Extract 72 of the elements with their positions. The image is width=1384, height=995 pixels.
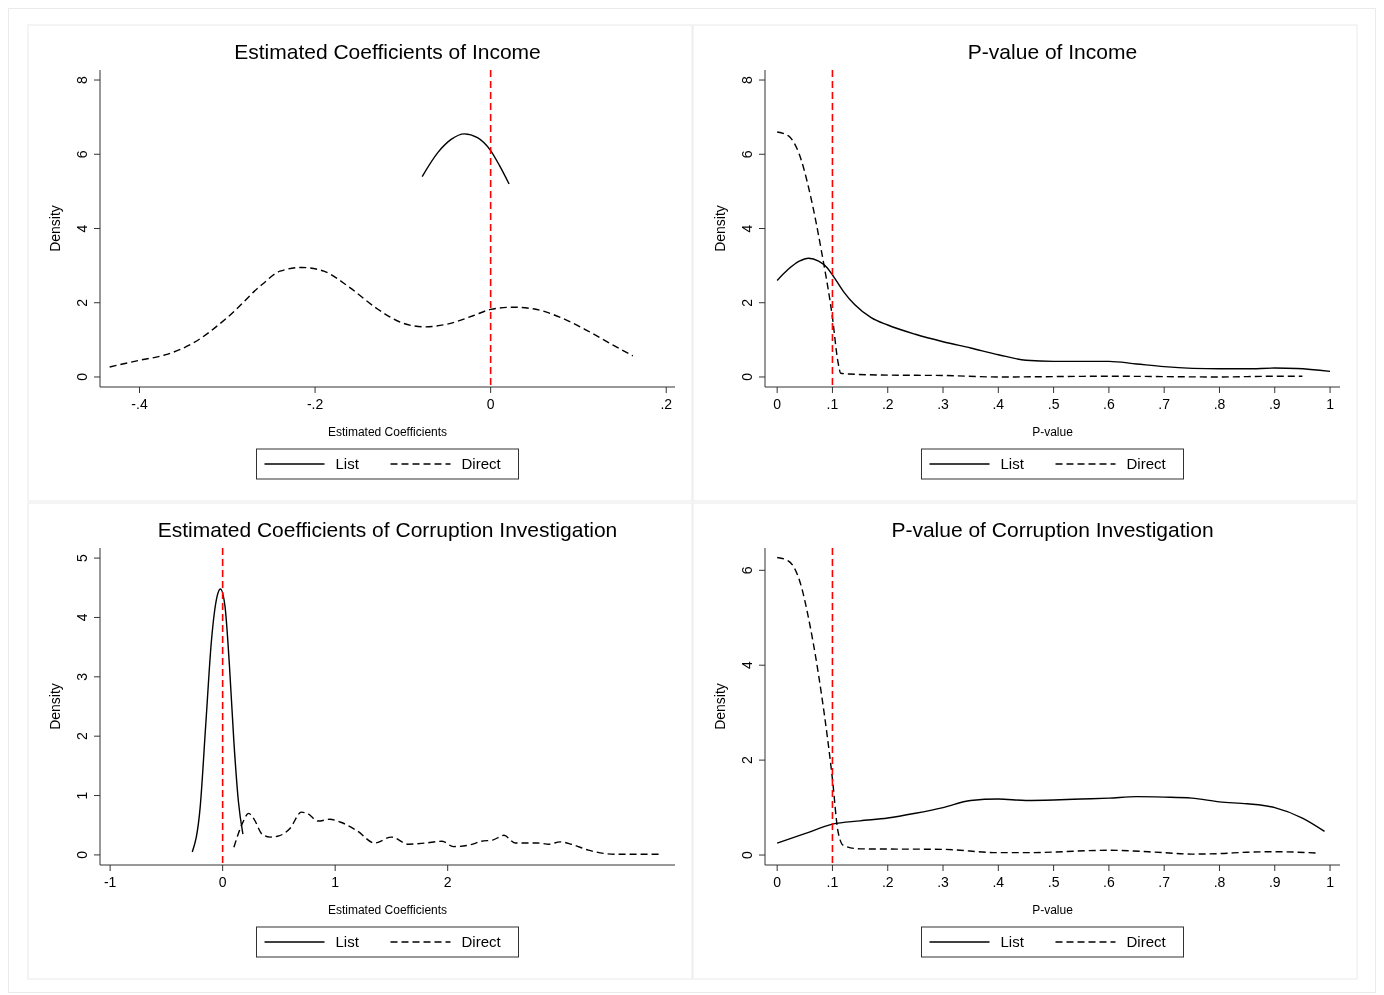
y-tick-label: 4 — [74, 224, 90, 233]
x-tick-label: .4 — [992, 396, 1005, 412]
x-tick-label: .5 — [1047, 396, 1060, 412]
x-tick-label: -.2 — [306, 396, 324, 412]
x-tick-label: .1 — [826, 874, 839, 890]
line-series — [421, 133, 510, 185]
legend-label: List — [335, 933, 360, 950]
x-tick-label: 1 — [1326, 396, 1335, 412]
legend-label: Direct — [461, 933, 502, 950]
x-tick-label: .1 — [826, 396, 839, 412]
y-tick-label: 3 — [74, 672, 90, 681]
y-tick-label: 2 — [739, 756, 755, 765]
y-tick-label: 4 — [74, 613, 90, 622]
y-tick-label: 4 — [739, 661, 755, 670]
y-tick-label: 0 — [74, 372, 90, 381]
y-tick-label: 0 — [74, 850, 90, 859]
x-axis-title: P-value — [1032, 903, 1074, 917]
y-tick-label: 6 — [74, 150, 90, 159]
x-axis-title: P-value — [1032, 425, 1074, 439]
legend-label: Direct — [1126, 933, 1167, 950]
x-tick-label: .2 — [881, 396, 894, 412]
x-tick-label: -1 — [103, 874, 117, 890]
y-tick-label: 2 — [739, 298, 755, 307]
x-tick-label: 1 — [331, 874, 340, 890]
x-tick-label: 1 — [1326, 874, 1335, 890]
chart-title: Estimated Coefficients of Corruption Investigation — [157, 518, 618, 541]
chart-title: Estimated Coefficients of Income — [234, 40, 541, 63]
x-tick-label: .7 — [1158, 396, 1171, 412]
x-tick-label: 2 — [443, 874, 452, 890]
x-tick-label: .7 — [1158, 874, 1171, 890]
y-tick-label: 6 — [739, 566, 755, 575]
legend-label: List — [1000, 933, 1025, 950]
y-axis-title: Density — [712, 683, 728, 730]
y-axis-title: Density — [47, 683, 63, 730]
legend-label: List — [1000, 455, 1025, 472]
y-tick-label: 4 — [739, 224, 755, 233]
x-tick-label: .9 — [1268, 874, 1281, 890]
y-axis-title: Density — [712, 205, 728, 252]
x-tick-label: 0 — [486, 396, 495, 412]
x-axis-title: Estimated Coefficients — [327, 903, 448, 917]
y-tick-label: 6 — [739, 150, 755, 159]
chart-title: P-value of Income — [967, 40, 1138, 63]
x-tick-label: .3 — [937, 874, 950, 890]
y-tick-label: 8 — [739, 75, 755, 84]
y-tick-label: 2 — [74, 298, 90, 307]
x-tick-label: .2 — [660, 396, 673, 412]
x-tick-label: .8 — [1213, 874, 1226, 890]
x-tick-label: 0 — [773, 396, 782, 412]
x-tick-label: .9 — [1268, 396, 1281, 412]
chart-title: P-value of Corruption Investigation — [891, 518, 1214, 541]
legend-label: Direct — [1126, 455, 1167, 472]
y-tick-label: 0 — [739, 850, 755, 859]
legend-label: Direct — [461, 455, 502, 472]
x-axis-title: Estimated Coefficients — [327, 425, 448, 439]
x-tick-label: 0 — [773, 874, 782, 890]
x-tick-label: -.4 — [131, 396, 148, 412]
y-tick-label: 2 — [74, 732, 90, 741]
y-tick-label: 1 — [74, 791, 90, 800]
legend-label: List — [335, 455, 360, 472]
x-tick-label: .6 — [1103, 874, 1115, 890]
line-series — [108, 266, 634, 368]
x-tick-label: .8 — [1213, 396, 1226, 412]
y-tick-label: 5 — [74, 553, 90, 562]
x-tick-label: .5 — [1047, 874, 1060, 890]
x-tick-label: 0 — [218, 874, 227, 890]
x-tick-label: .2 — [881, 874, 894, 890]
x-tick-label: .3 — [937, 396, 950, 412]
y-tick-label: 0 — [739, 372, 755, 381]
x-tick-label: .4 — [992, 874, 1005, 890]
y-axis-title: Density — [47, 205, 63, 252]
y-tick-label: 8 — [74, 75, 90, 84]
x-tick-label: .6 — [1103, 396, 1115, 412]
